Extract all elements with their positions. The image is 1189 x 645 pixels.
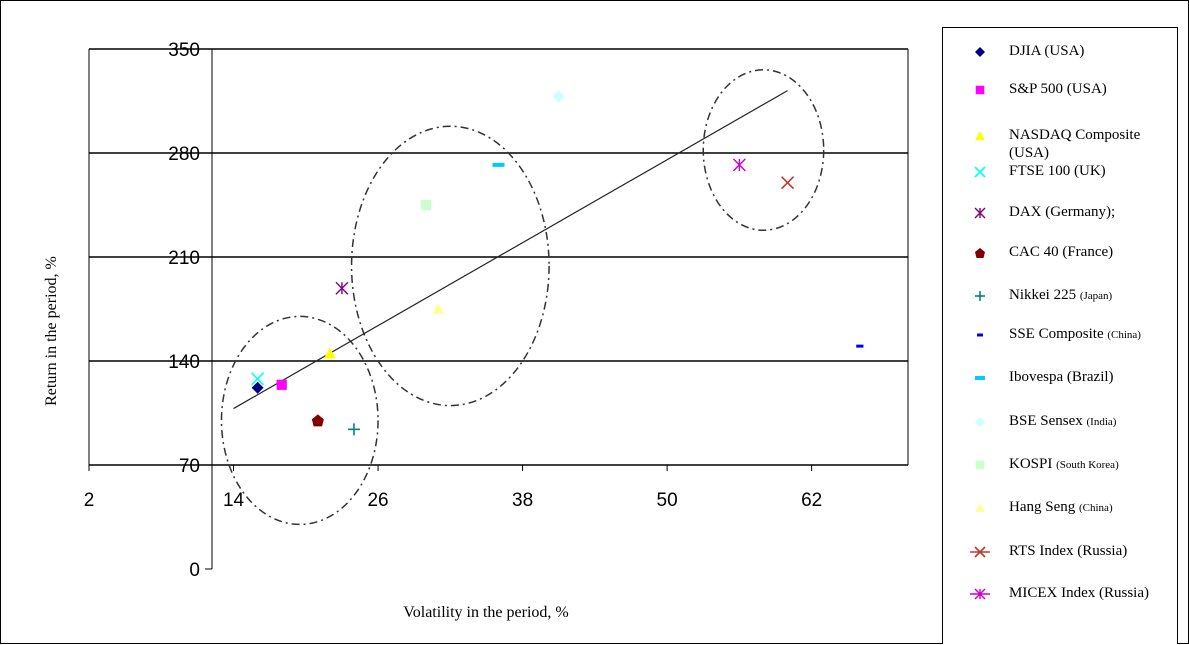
legend-marker: [975, 417, 985, 427]
legend-label-text: S&P 500 (USA): [1009, 81, 1107, 97]
legend-label-text: SSE Composite: [1009, 326, 1104, 342]
x-tick-label: 38: [512, 490, 533, 511]
x-axis-title: Volatility in the period, %: [403, 604, 568, 621]
legend-label: RTS Index (Russia): [1009, 542, 1171, 560]
legend-label-text: KOSPI: [1009, 456, 1053, 472]
y-tick-label: 140: [168, 352, 200, 373]
legend-label: Ibovespa (Brazil): [1009, 368, 1171, 386]
legend-label-note: (South Korea): [1056, 459, 1119, 471]
y-tick-label: 350: [168, 40, 200, 61]
x-tick-label: 50: [657, 490, 678, 511]
legend-label: KOSPI (South Korea): [1009, 455, 1171, 474]
legend-label-text: Nikkei 225: [1009, 287, 1077, 303]
legend-label-text: MICEX Index (Russia): [1009, 585, 1149, 601]
data-point: [492, 162, 505, 167]
data-point: [432, 303, 445, 314]
legend-label-text: RTS Index (Russia): [1009, 543, 1128, 559]
legend-label-text: DJIA (USA): [1009, 43, 1085, 59]
legend-marker: [975, 85, 985, 95]
data-point: [780, 176, 795, 190]
data-point: [251, 372, 265, 386]
legend-marker: [974, 207, 986, 219]
legend-label-note: (China): [1079, 502, 1113, 514]
y-axis-title: Return in the period, %: [43, 256, 60, 406]
legend-label: SSE Composite (China): [1009, 325, 1171, 344]
y-tick-label: 0: [189, 560, 200, 581]
legend-label: Hang Seng (China): [1009, 498, 1171, 517]
legend-label: DAX (Germany);: [1009, 203, 1171, 221]
legend-marker: [975, 460, 985, 470]
y-tick-label: 70: [179, 456, 200, 477]
legend-label: Nikkei 225 (Japan): [1009, 286, 1171, 305]
data-point: [732, 158, 746, 172]
data-point: [347, 423, 360, 436]
legend-label: BSE Sensex (India): [1009, 412, 1171, 431]
legend-label-text: NASDAQ Composite (USA): [1009, 127, 1141, 161]
legend-label: NASDAQ Composite (USA): [1009, 126, 1171, 162]
legend-label-note: (China): [1107, 329, 1141, 341]
legend-label: FTSE 100 (UK): [1009, 162, 1171, 180]
data-point: [856, 344, 864, 348]
legend-label: CAC 40 (France): [1009, 243, 1171, 261]
legend-label-text: Hang Seng: [1009, 499, 1076, 515]
data-point: [323, 347, 336, 359]
legend-marker: [970, 588, 990, 600]
legend-label-text: BSE Sensex: [1009, 413, 1083, 429]
data-point: [421, 199, 432, 211]
y-tick-label: 210: [168, 248, 200, 269]
data-point: [311, 414, 324, 427]
data-point: [552, 90, 565, 103]
x-tick-label: 2: [84, 490, 95, 511]
legend-label-text: DAX (Germany);: [1009, 204, 1116, 220]
data-point: [276, 379, 287, 390]
legend-marker: [970, 546, 990, 558]
x-tick-label: 26: [367, 490, 388, 511]
legend-marker: [975, 47, 985, 57]
cluster-ellipse: [220, 315, 379, 526]
x-tick-label: 62: [801, 490, 822, 511]
y-tick-label: 280: [168, 144, 200, 165]
legend-marker: [975, 291, 985, 301]
legend-label-text: Ibovespa (Brazil): [1009, 369, 1114, 385]
cluster-ellipse: [350, 125, 550, 407]
legend-label-note: (Japan): [1079, 290, 1113, 302]
data-point: [335, 281, 349, 295]
legend: DJIA (USA) S&P 500 (USA) NASDAQ Composite …: [942, 27, 1178, 644]
legend-label: MICEX Index (Russia): [1009, 584, 1171, 602]
legend-marker: [975, 131, 985, 140]
legend-label-text: CAC 40 (France): [1009, 244, 1114, 260]
legend-marker: [975, 503, 985, 512]
data-point: [251, 381, 264, 394]
legend-label: DJIA (USA): [1009, 42, 1171, 60]
legend-marker: [977, 333, 983, 337]
legend-label-text: FTSE 100 (UK): [1009, 163, 1106, 179]
legend-marker: [975, 248, 985, 258]
scatter-plot: 0 70 140 210 280 350 2 14 26 38 50 62 Volatility in…: [43, 40, 909, 621]
legend-label-note: (India): [1086, 416, 1117, 428]
x-tick-label: 14: [223, 490, 245, 511]
legend-label: S&P 500 (USA): [1009, 80, 1171, 98]
cluster-ellipse: [702, 69, 825, 232]
legend-marker: [974, 166, 986, 178]
legend-marker: [975, 376, 985, 380]
